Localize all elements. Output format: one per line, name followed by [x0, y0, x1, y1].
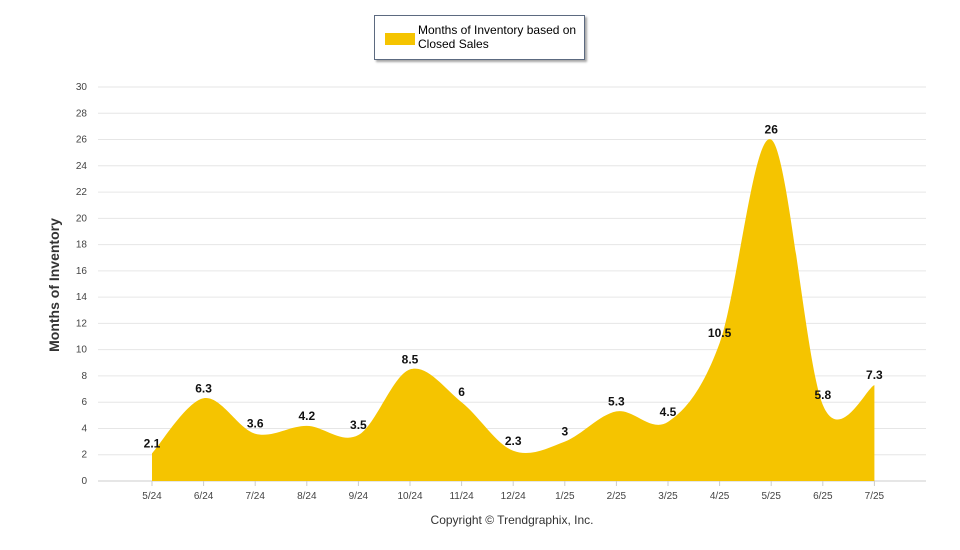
y-tick-label: 0 [81, 476, 87, 487]
x-tick-label: 7/24 [245, 491, 265, 502]
x-tick-label: 8/24 [297, 491, 317, 502]
x-tick-label: 5/24 [142, 491, 162, 502]
data-label: 8.5 [402, 352, 419, 366]
x-tick-label: 4/25 [710, 491, 730, 502]
x-tick-label: 1/25 [555, 491, 575, 502]
x-tick-label: 3/25 [658, 491, 678, 502]
x-tick-label: 6/24 [194, 491, 214, 502]
y-tick-label: 4 [81, 423, 87, 434]
area-series [152, 139, 875, 481]
copyright-footer: Copyright © Trendgraphix, Inc. [430, 513, 594, 527]
y-tick-label: 12 [76, 318, 88, 329]
x-tick-label: 11/24 [449, 491, 474, 502]
y-tick-label: 10 [76, 345, 88, 356]
x-tick-label: 12/24 [501, 491, 526, 502]
data-label: 7.3 [866, 368, 883, 382]
y-tick-label: 14 [76, 292, 88, 303]
x-tick-label: 2/25 [607, 491, 627, 502]
y-tick-label: 26 [76, 135, 88, 146]
data-label: 2.3 [505, 434, 522, 448]
y-tick-label: 22 [76, 187, 88, 198]
data-label: 4.5 [660, 405, 677, 419]
y-tick-label: 8 [81, 371, 87, 382]
y-tick-label: 18 [76, 240, 88, 251]
y-tick-label: 16 [76, 266, 88, 277]
data-label: 5.8 [814, 388, 831, 402]
data-label: 26 [765, 123, 779, 137]
data-label: 3.6 [247, 417, 264, 431]
data-label: 3.5 [350, 418, 367, 432]
data-label: 3 [561, 425, 568, 439]
x-tick-label: 5/25 [761, 491, 781, 502]
x-tick-label: 10/24 [397, 491, 422, 502]
legend-label: Months of Inventory based on Closed Sale… [418, 23, 577, 51]
legend: Months of Inventory based on Closed Sale… [374, 15, 585, 60]
y-tick-label: 2 [81, 450, 87, 461]
y-tick-label: 30 [76, 82, 88, 93]
data-label: 4.2 [298, 409, 315, 423]
y-tick-label: 20 [76, 213, 88, 224]
x-tick-label: 6/25 [813, 491, 833, 502]
y-tick-label: 24 [76, 161, 88, 172]
y-tick-label: 28 [76, 108, 88, 119]
data-label: 10.5 [708, 326, 732, 340]
y-tick-label: 6 [81, 397, 87, 408]
x-tick-label: 7/25 [865, 491, 885, 502]
data-label: 2.1 [144, 436, 161, 450]
x-tick-label: 9/24 [349, 491, 369, 502]
data-label: 6.3 [195, 381, 212, 395]
data-label: 6 [458, 385, 465, 399]
data-label: 5.3 [608, 394, 625, 408]
legend-swatch [385, 33, 415, 45]
